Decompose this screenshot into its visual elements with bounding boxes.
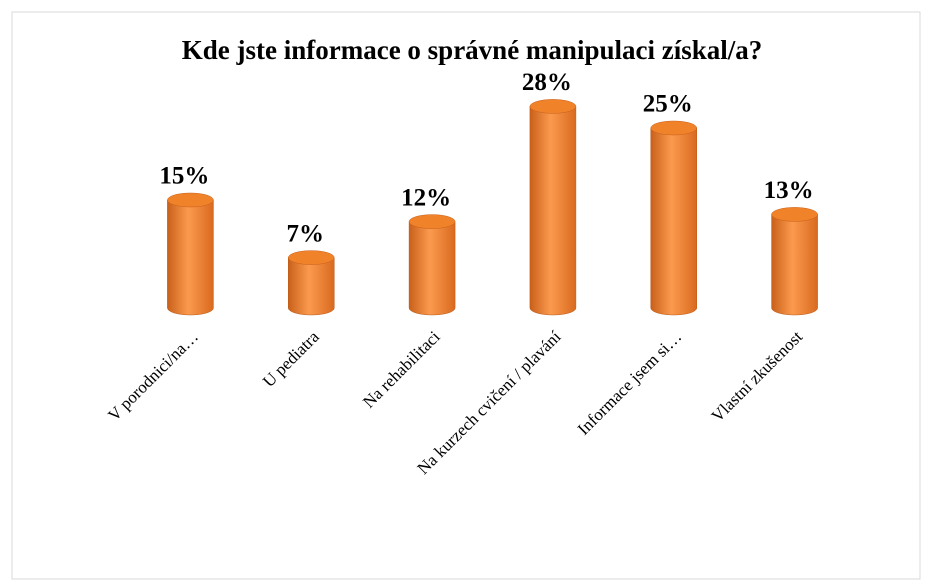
value-label: 28% xyxy=(522,69,572,96)
cylinder-top xyxy=(408,214,456,229)
cylinder-body xyxy=(650,127,697,316)
cylinder-body xyxy=(167,199,214,316)
value-label: 15% xyxy=(159,163,209,190)
cylinder-top xyxy=(167,192,214,208)
value-label: 7% xyxy=(287,220,325,247)
cylinder-top xyxy=(771,207,818,222)
cylinder-top xyxy=(529,99,577,114)
cylinder-top xyxy=(650,120,697,136)
value-label: 25% xyxy=(643,91,693,118)
frame xyxy=(11,11,921,580)
cylinder-top xyxy=(288,250,335,265)
cylinder-body xyxy=(408,221,456,316)
value-label: 12% xyxy=(401,184,451,211)
cylinder-body xyxy=(771,214,818,316)
cylinder-body xyxy=(288,257,335,316)
value-label: 13% xyxy=(764,177,814,204)
cylinder-body xyxy=(529,106,577,316)
chart-title: Kde jste informace o správné manipulaci … xyxy=(182,35,762,65)
